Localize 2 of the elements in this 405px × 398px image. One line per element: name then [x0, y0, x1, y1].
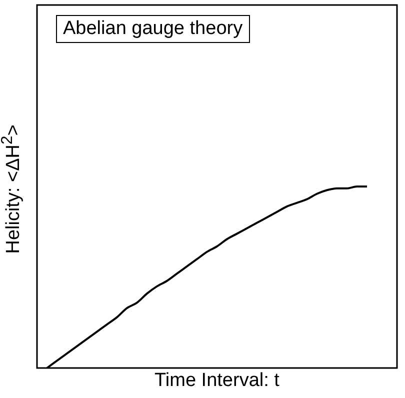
- text: Abelian gauge theory: [56, 15, 250, 43]
- x-axis-title: Time Interval: t: [154, 370, 280, 392]
